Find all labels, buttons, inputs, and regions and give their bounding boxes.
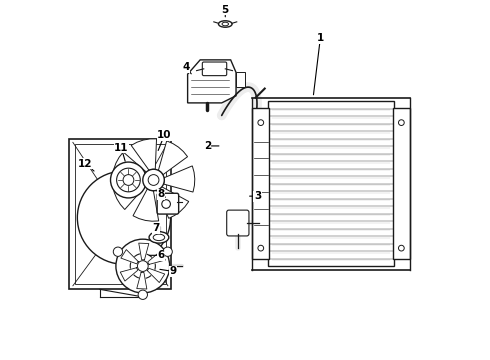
Polygon shape xyxy=(147,268,165,283)
Text: 3: 3 xyxy=(249,191,261,201)
FancyBboxPatch shape xyxy=(157,193,179,214)
Polygon shape xyxy=(120,268,138,281)
Ellipse shape xyxy=(222,22,228,26)
Text: 9: 9 xyxy=(160,266,177,276)
Circle shape xyxy=(130,253,155,279)
Circle shape xyxy=(258,120,264,126)
Text: 11: 11 xyxy=(114,143,128,161)
Polygon shape xyxy=(158,141,188,175)
Polygon shape xyxy=(148,251,165,264)
Circle shape xyxy=(137,261,148,271)
Circle shape xyxy=(113,247,122,256)
Circle shape xyxy=(398,120,404,126)
Text: 1: 1 xyxy=(314,33,324,95)
FancyBboxPatch shape xyxy=(202,62,227,76)
Circle shape xyxy=(162,200,171,208)
Bar xyxy=(252,108,270,259)
Text: 5: 5 xyxy=(221,5,229,17)
Text: 8: 8 xyxy=(157,189,166,199)
Circle shape xyxy=(163,247,172,256)
Polygon shape xyxy=(121,249,138,264)
Circle shape xyxy=(258,245,264,251)
Text: 12: 12 xyxy=(78,159,94,171)
Circle shape xyxy=(116,239,170,293)
Polygon shape xyxy=(131,139,156,170)
Circle shape xyxy=(123,175,134,185)
Polygon shape xyxy=(139,243,149,260)
Ellipse shape xyxy=(219,21,232,27)
Polygon shape xyxy=(133,189,159,221)
Ellipse shape xyxy=(153,234,165,240)
Bar xyxy=(74,144,166,284)
Bar xyxy=(269,101,394,266)
Circle shape xyxy=(398,245,404,251)
Bar xyxy=(393,108,410,259)
Ellipse shape xyxy=(149,231,169,243)
Circle shape xyxy=(77,171,171,264)
Circle shape xyxy=(111,162,147,198)
Polygon shape xyxy=(188,60,236,103)
Text: 10: 10 xyxy=(157,130,171,150)
Text: 7: 7 xyxy=(152,224,160,233)
FancyBboxPatch shape xyxy=(227,210,249,236)
Circle shape xyxy=(117,168,140,192)
Text: 2: 2 xyxy=(204,141,219,151)
Bar xyxy=(69,139,172,289)
Polygon shape xyxy=(113,181,145,210)
Polygon shape xyxy=(113,152,147,177)
Circle shape xyxy=(138,290,147,300)
Text: 6: 6 xyxy=(149,250,164,260)
Circle shape xyxy=(148,175,159,185)
Circle shape xyxy=(143,169,164,191)
Polygon shape xyxy=(157,187,189,219)
Text: 4: 4 xyxy=(182,62,191,74)
Bar xyxy=(236,72,245,87)
Polygon shape xyxy=(137,272,147,289)
Polygon shape xyxy=(164,166,195,192)
